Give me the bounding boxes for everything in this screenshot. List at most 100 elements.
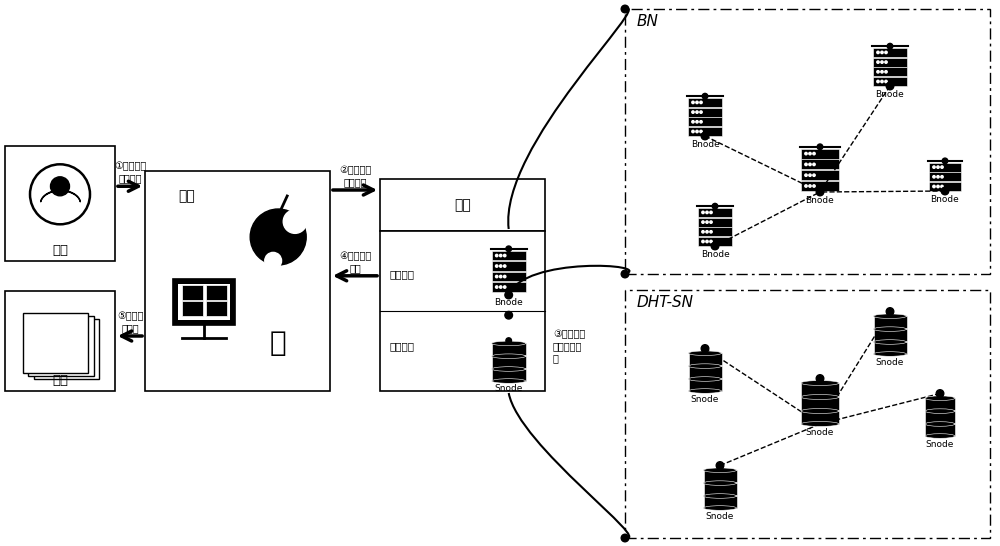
Bar: [704, 496, 736, 508]
Circle shape: [283, 210, 307, 233]
Bar: [874, 342, 907, 354]
Ellipse shape: [874, 340, 906, 345]
Circle shape: [877, 61, 879, 63]
Circle shape: [881, 51, 883, 54]
Text: 后端: 后端: [454, 198, 471, 212]
Circle shape: [881, 80, 883, 82]
Bar: [492, 262, 526, 271]
FancyBboxPatch shape: [173, 279, 235, 325]
Text: Bnode: Bnode: [806, 196, 834, 205]
Ellipse shape: [801, 381, 839, 385]
Bar: [492, 251, 526, 260]
Circle shape: [701, 132, 709, 140]
Circle shape: [933, 166, 935, 168]
Ellipse shape: [801, 395, 839, 400]
Bar: [925, 411, 955, 423]
Circle shape: [50, 177, 70, 196]
Circle shape: [500, 254, 502, 257]
Circle shape: [706, 221, 708, 223]
Bar: [873, 67, 907, 76]
Text: Bnode: Bnode: [691, 140, 719, 149]
Text: 应用: 应用: [52, 374, 68, 387]
Text: Bnode: Bnode: [701, 250, 729, 259]
Circle shape: [881, 61, 883, 63]
Ellipse shape: [492, 379, 526, 383]
Circle shape: [933, 185, 935, 188]
Circle shape: [496, 265, 498, 267]
Text: ⑤展示目
标数据: ⑤展示目 标数据: [117, 311, 143, 333]
Circle shape: [710, 230, 712, 233]
Circle shape: [817, 377, 823, 383]
Circle shape: [496, 254, 498, 257]
FancyBboxPatch shape: [625, 9, 990, 274]
Circle shape: [505, 311, 512, 319]
Circle shape: [937, 393, 943, 398]
FancyBboxPatch shape: [28, 316, 94, 376]
Bar: [873, 48, 907, 57]
Circle shape: [702, 347, 708, 353]
Text: Snode: Snode: [876, 358, 904, 367]
Circle shape: [711, 242, 719, 250]
Ellipse shape: [492, 367, 526, 371]
Ellipse shape: [925, 396, 955, 400]
Ellipse shape: [688, 377, 722, 381]
Circle shape: [504, 286, 506, 288]
Circle shape: [702, 240, 704, 243]
Bar: [206, 301, 227, 316]
Bar: [874, 316, 907, 328]
Bar: [801, 181, 839, 191]
Circle shape: [937, 166, 939, 168]
Circle shape: [692, 101, 694, 104]
Circle shape: [496, 275, 498, 278]
Circle shape: [702, 221, 704, 223]
Bar: [698, 227, 732, 236]
Circle shape: [506, 338, 512, 343]
Circle shape: [702, 211, 704, 213]
FancyBboxPatch shape: [5, 146, 115, 261]
Circle shape: [813, 152, 815, 155]
Bar: [698, 237, 732, 246]
Circle shape: [937, 185, 939, 188]
Circle shape: [505, 291, 512, 299]
Bar: [873, 77, 907, 86]
Circle shape: [506, 246, 512, 252]
Text: 用户: 用户: [52, 244, 68, 257]
Circle shape: [250, 209, 306, 265]
Ellipse shape: [688, 364, 722, 369]
Circle shape: [809, 185, 811, 187]
Text: Snode: Snode: [706, 512, 734, 521]
Text: 🤖: 🤖: [270, 329, 287, 357]
Text: Snode: Snode: [495, 384, 523, 393]
Bar: [873, 57, 907, 67]
Circle shape: [716, 462, 724, 470]
Circle shape: [621, 270, 629, 278]
Circle shape: [706, 230, 708, 233]
Ellipse shape: [704, 481, 736, 485]
FancyBboxPatch shape: [145, 171, 330, 391]
Bar: [492, 356, 526, 368]
Circle shape: [885, 51, 887, 54]
Text: BN: BN: [637, 14, 659, 29]
Circle shape: [809, 163, 811, 165]
Bar: [182, 284, 203, 300]
Ellipse shape: [688, 351, 722, 355]
Circle shape: [941, 176, 943, 178]
Circle shape: [885, 80, 887, 82]
Bar: [688, 117, 722, 126]
Circle shape: [700, 111, 702, 114]
Circle shape: [712, 204, 718, 209]
Bar: [492, 272, 526, 281]
Circle shape: [496, 286, 498, 288]
Ellipse shape: [704, 506, 736, 511]
Circle shape: [885, 61, 887, 63]
Bar: [688, 98, 722, 107]
Ellipse shape: [492, 354, 526, 359]
Circle shape: [877, 80, 879, 82]
Text: Bnode: Bnode: [494, 298, 523, 307]
Circle shape: [692, 111, 694, 114]
Ellipse shape: [874, 314, 906, 318]
Ellipse shape: [704, 468, 736, 472]
Circle shape: [700, 121, 702, 123]
Circle shape: [887, 311, 893, 316]
Circle shape: [816, 188, 824, 196]
